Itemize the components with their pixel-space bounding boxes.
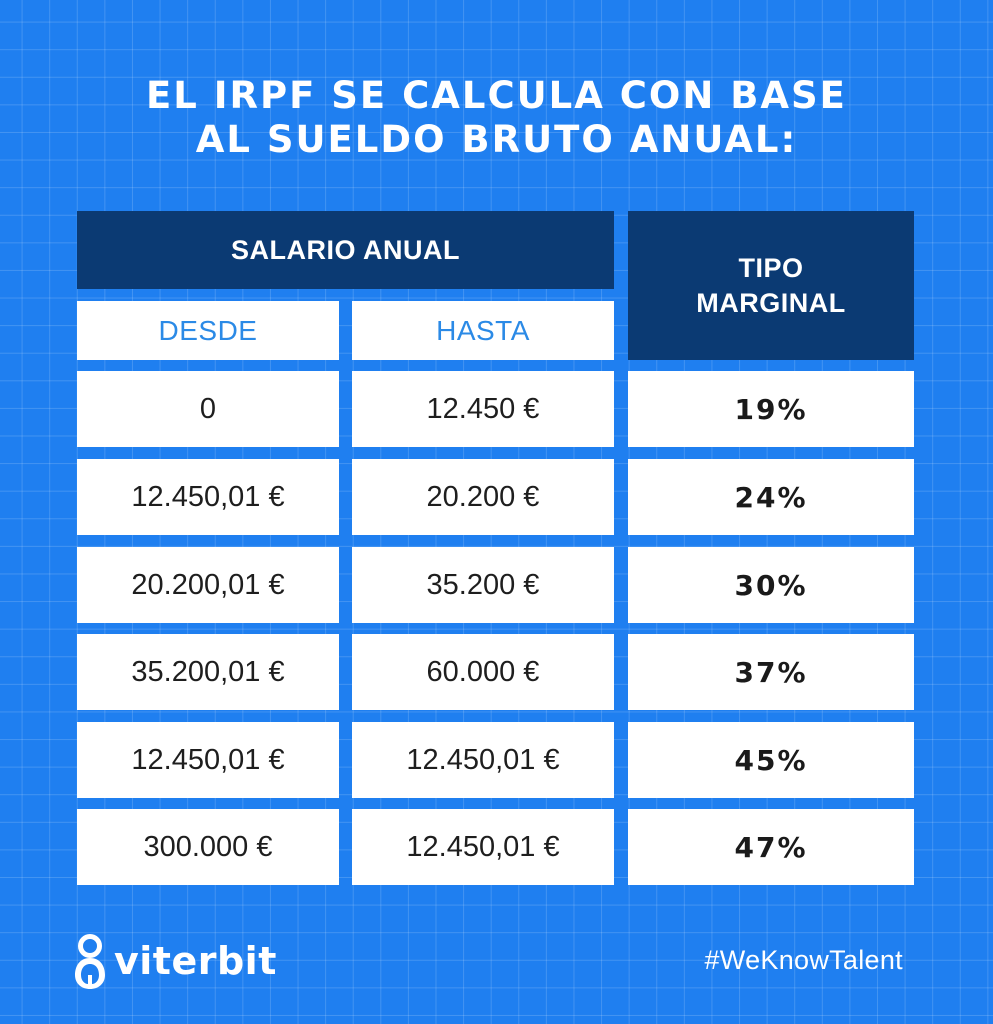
row-3-from: 20.200,01 € bbox=[77, 547, 339, 623]
hashtag: #WeKnowTalent bbox=[704, 945, 903, 975]
row-5-rate: 45% bbox=[628, 722, 914, 798]
subheader-hasta: HASTA bbox=[352, 301, 614, 360]
row-4-from: 35.200,01 € bbox=[77, 634, 339, 710]
row-2-to: 20.200 € bbox=[352, 459, 614, 535]
title-line-2: AL SUELDO BRUTO ANUAL: bbox=[195, 118, 798, 161]
row-2-from: 12.450,01 € bbox=[77, 459, 339, 535]
row-3-to: 35.200 € bbox=[352, 547, 614, 623]
row-1-rate: 19% bbox=[628, 371, 914, 447]
header-tipo-marginal: TIPO MARGINAL bbox=[628, 211, 914, 360]
brand-name: viterbit bbox=[114, 939, 277, 983]
row-6-from: 300.000 € bbox=[77, 809, 339, 885]
row-5-from: 12.450,01 € bbox=[77, 722, 339, 798]
row-1-from: 0 bbox=[77, 371, 339, 447]
row-5-to: 12.450,01 € bbox=[352, 722, 614, 798]
page-title: EL IRPF SE CALCULA CON BASE AL SUELDO BR… bbox=[0, 74, 993, 162]
row-3-rate: 30% bbox=[628, 547, 914, 623]
title-line-1: EL IRPF SE CALCULA CON BASE bbox=[146, 74, 847, 117]
subheader-desde: DESDE bbox=[77, 301, 339, 360]
header-tipo-line-1: TIPO bbox=[738, 252, 804, 283]
header-salario-anual: SALARIO ANUAL bbox=[77, 211, 614, 289]
viterbit-logo: viterbit bbox=[72, 930, 277, 992]
row-4-rate: 37% bbox=[628, 634, 914, 710]
row-4-to: 60.000 € bbox=[352, 634, 614, 710]
row-6-rate: 47% bbox=[628, 809, 914, 885]
header-tipo-line-2: MARGINAL bbox=[696, 287, 846, 318]
row-2-rate: 24% bbox=[628, 459, 914, 535]
row-1-to: 12.450 € bbox=[352, 371, 614, 447]
viterbit-logo-icon bbox=[75, 934, 105, 989]
row-6-to: 12.450,01 € bbox=[352, 809, 614, 885]
